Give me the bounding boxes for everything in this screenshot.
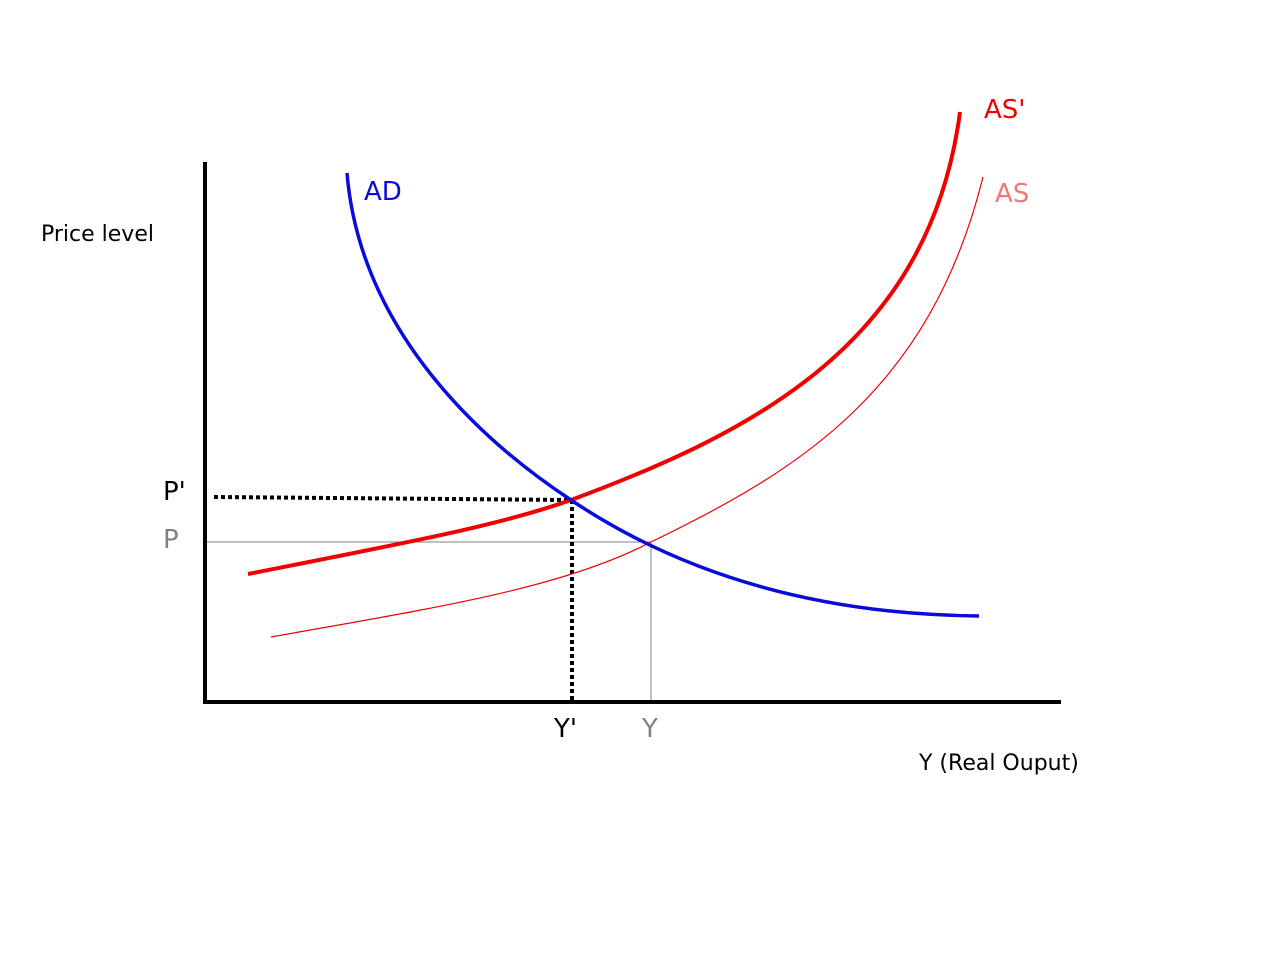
ad-label: AD [364, 177, 402, 207]
p-prime-guide-line [213, 495, 572, 502]
as-prime-label: AS' [984, 95, 1025, 125]
ad-curve [345, 172, 980, 618]
as-label: AS [995, 179, 1029, 209]
as-prime-curve [247, 111, 962, 576]
p-label: P [163, 525, 179, 555]
y-label: Y [641, 714, 658, 744]
as-curve [270, 176, 984, 638]
y-prime-label: Y' [553, 714, 577, 744]
x-axis-label: Y (Real Ouput) [918, 751, 1079, 776]
y-axis-label: Price level [41, 222, 154, 247]
p-prime-label: P' [163, 477, 186, 507]
